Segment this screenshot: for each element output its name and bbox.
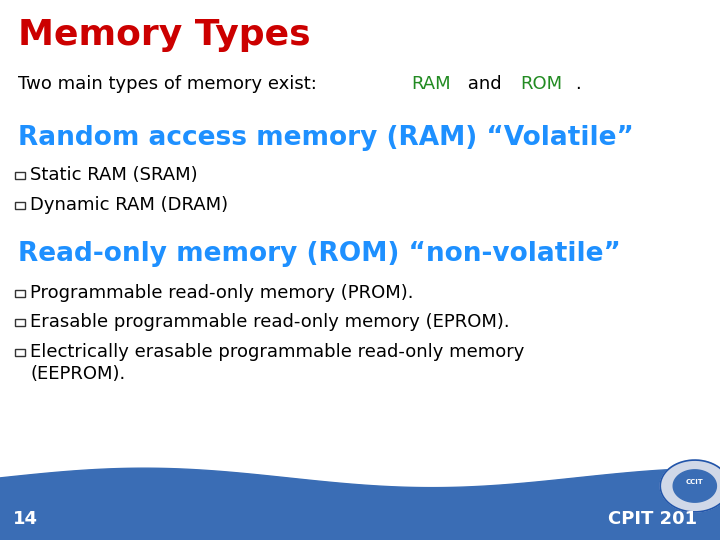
Text: Read-only memory (ROM) “non-volatile”: Read-only memory (ROM) “non-volatile” xyxy=(18,241,621,267)
Polygon shape xyxy=(660,460,720,512)
Text: Programmable read-only memory (PROM).: Programmable read-only memory (PROM). xyxy=(30,284,414,302)
Text: (EEPROM).: (EEPROM). xyxy=(30,364,125,383)
Text: .: . xyxy=(575,75,581,93)
Text: Erasable programmable read-only memory (EPROM).: Erasable programmable read-only memory (… xyxy=(30,313,510,332)
Text: Random access memory (RAM) “Volatile”: Random access memory (RAM) “Volatile” xyxy=(18,125,634,151)
Text: Electrically erasable programmable read-only memory: Electrically erasable programmable read-… xyxy=(30,343,525,361)
Polygon shape xyxy=(673,470,716,502)
FancyBboxPatch shape xyxy=(16,202,24,209)
Text: Dynamic RAM (DRAM): Dynamic RAM (DRAM) xyxy=(30,196,228,214)
FancyBboxPatch shape xyxy=(16,319,24,326)
FancyBboxPatch shape xyxy=(16,289,24,296)
Text: CPIT 201: CPIT 201 xyxy=(608,510,698,529)
Text: Static RAM (SRAM): Static RAM (SRAM) xyxy=(30,166,198,185)
Text: ROM: ROM xyxy=(521,75,563,93)
Text: CCIT: CCIT xyxy=(686,478,703,485)
Text: Two main types of memory exist:: Two main types of memory exist: xyxy=(18,75,323,93)
Text: Memory Types: Memory Types xyxy=(18,18,310,52)
Text: and: and xyxy=(462,75,508,93)
FancyBboxPatch shape xyxy=(16,349,24,356)
FancyBboxPatch shape xyxy=(16,172,24,179)
Text: RAM: RAM xyxy=(411,75,451,93)
Text: 14: 14 xyxy=(13,510,38,529)
